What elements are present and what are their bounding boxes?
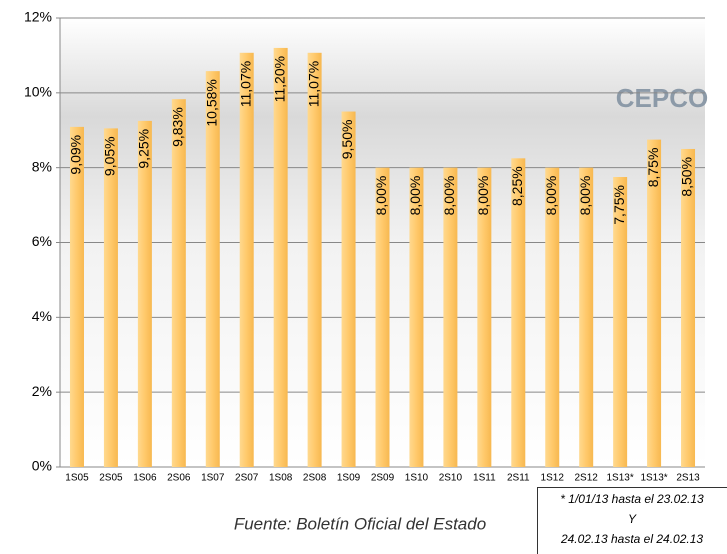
bar: [239, 52, 254, 468]
bar: [341, 111, 356, 468]
data-label: 8,00%: [373, 176, 389, 216]
y-tick-label: 10%: [24, 84, 52, 100]
source-note: Fuente: Boletín Oficial del Estado: [234, 514, 486, 533]
y-tick-label: 2%: [32, 383, 52, 399]
data-label: 9,83%: [170, 107, 186, 147]
bar: [477, 167, 492, 467]
note-box: [537, 487, 727, 554]
x-tick-label: 1S12: [541, 473, 565, 484]
bar: [273, 47, 288, 467]
data-label: 8,00%: [543, 176, 559, 216]
bar: [681, 148, 696, 468]
x-tick-label: 1S08: [269, 473, 293, 484]
data-label: 8,00%: [441, 176, 457, 216]
data-label: 11,07%: [237, 61, 253, 107]
y-tick-label: 8%: [32, 158, 52, 174]
bar: [307, 52, 322, 468]
bar: [205, 71, 220, 468]
data-label: 8,00%: [475, 176, 491, 216]
note-line: * 1/01/13 hasta el 23.02.13: [560, 492, 704, 506]
data-label: 10,58%: [203, 79, 219, 126]
x-tick-label: 2S10: [439, 473, 463, 484]
data-label: 11,20%: [271, 56, 287, 102]
x-tick-label: 1S09: [337, 473, 361, 484]
data-label: 8,00%: [577, 176, 593, 216]
logo: CEPCO: [616, 83, 708, 113]
bar: [409, 167, 424, 467]
data-label: 9,09%: [68, 135, 84, 175]
data-label: 8,00%: [407, 176, 423, 216]
data-label: 7,75%: [611, 185, 627, 225]
bar: [613, 177, 628, 468]
x-tick-label: 2S05: [99, 473, 123, 484]
bar: [647, 139, 662, 467]
bar: [69, 126, 84, 467]
y-tick-label: 0%: [32, 458, 52, 474]
x-tick-label: 1S13*: [640, 473, 667, 484]
x-tick-label: 2S07: [235, 473, 259, 484]
data-label: 9,25%: [136, 129, 152, 169]
y-tick-label: 4%: [32, 308, 52, 324]
x-tick-label: 2S09: [371, 473, 395, 484]
bar: [171, 99, 186, 468]
x-tick-label: 2S12: [575, 473, 599, 484]
y-tick-label: 6%: [32, 233, 52, 249]
data-label: 8,50%: [679, 157, 695, 197]
x-tick-label: 1S05: [65, 473, 89, 484]
x-tick-label: 1S10: [405, 473, 429, 484]
bar: [545, 167, 560, 467]
x-tick-label: 1S07: [201, 473, 225, 484]
x-tick-label: 2S06: [167, 473, 191, 484]
x-tick-label: 1S06: [133, 473, 157, 484]
bar: [443, 167, 458, 467]
bar: [511, 158, 526, 467]
x-tick-label: 1S13*: [607, 473, 634, 484]
data-label: 9,50%: [339, 120, 355, 160]
bar: [103, 128, 118, 468]
x-tick-label: 2S11: [507, 473, 530, 484]
bar: [375, 167, 390, 467]
bar: [137, 120, 152, 467]
data-label: 8,25%: [509, 166, 525, 206]
x-tick-label: 1S11: [473, 473, 496, 484]
note-line: 24.02.13 hasta el 24.02.13: [560, 532, 703, 546]
x-tick-label: 2S08: [303, 473, 327, 484]
data-label: 9,05%: [102, 136, 118, 176]
data-label: 11,07%: [305, 61, 321, 107]
y-tick-label: 12%: [24, 9, 52, 25]
note-line: Y: [628, 512, 637, 526]
bar: [579, 167, 594, 467]
data-label: 8,75%: [645, 148, 661, 188]
x-tick-label: 2S13: [676, 473, 700, 484]
